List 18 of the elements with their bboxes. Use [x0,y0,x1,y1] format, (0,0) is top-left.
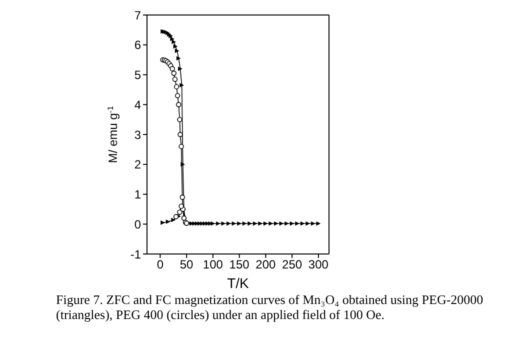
caption: Figure 7. ZFC and FC magnetization curves of Mn₃O₄ obtained using PEG-20000 (triangles), PEG 400 (circles) under an applied field of 100 Oe. [56,292,484,322]
x-tick-label: 50 [180,258,194,272]
y-tick-label: 1 [134,188,142,202]
y-tick-label: 6 [134,38,142,52]
x-tick-label: 300 [308,258,329,272]
x-tick-label: 250 [282,258,302,272]
y-tick-label: -1 [130,247,142,262]
x-tick-label: 150 [229,258,250,272]
x-tick-label: 100 [202,258,224,272]
x-axis-title: T/K [227,275,250,291]
y-tick-label: 7 [134,8,142,22]
y-tick-label: 0 [134,217,142,232]
y-tick-label: 5 [134,68,142,82]
y-tick-label: 3 [134,128,142,142]
x-tick-label: 0 [156,258,164,272]
y-tick-label: 4 [134,98,142,112]
x-tick-label: 200 [256,258,276,272]
y-tick-label: 2 [134,158,142,172]
